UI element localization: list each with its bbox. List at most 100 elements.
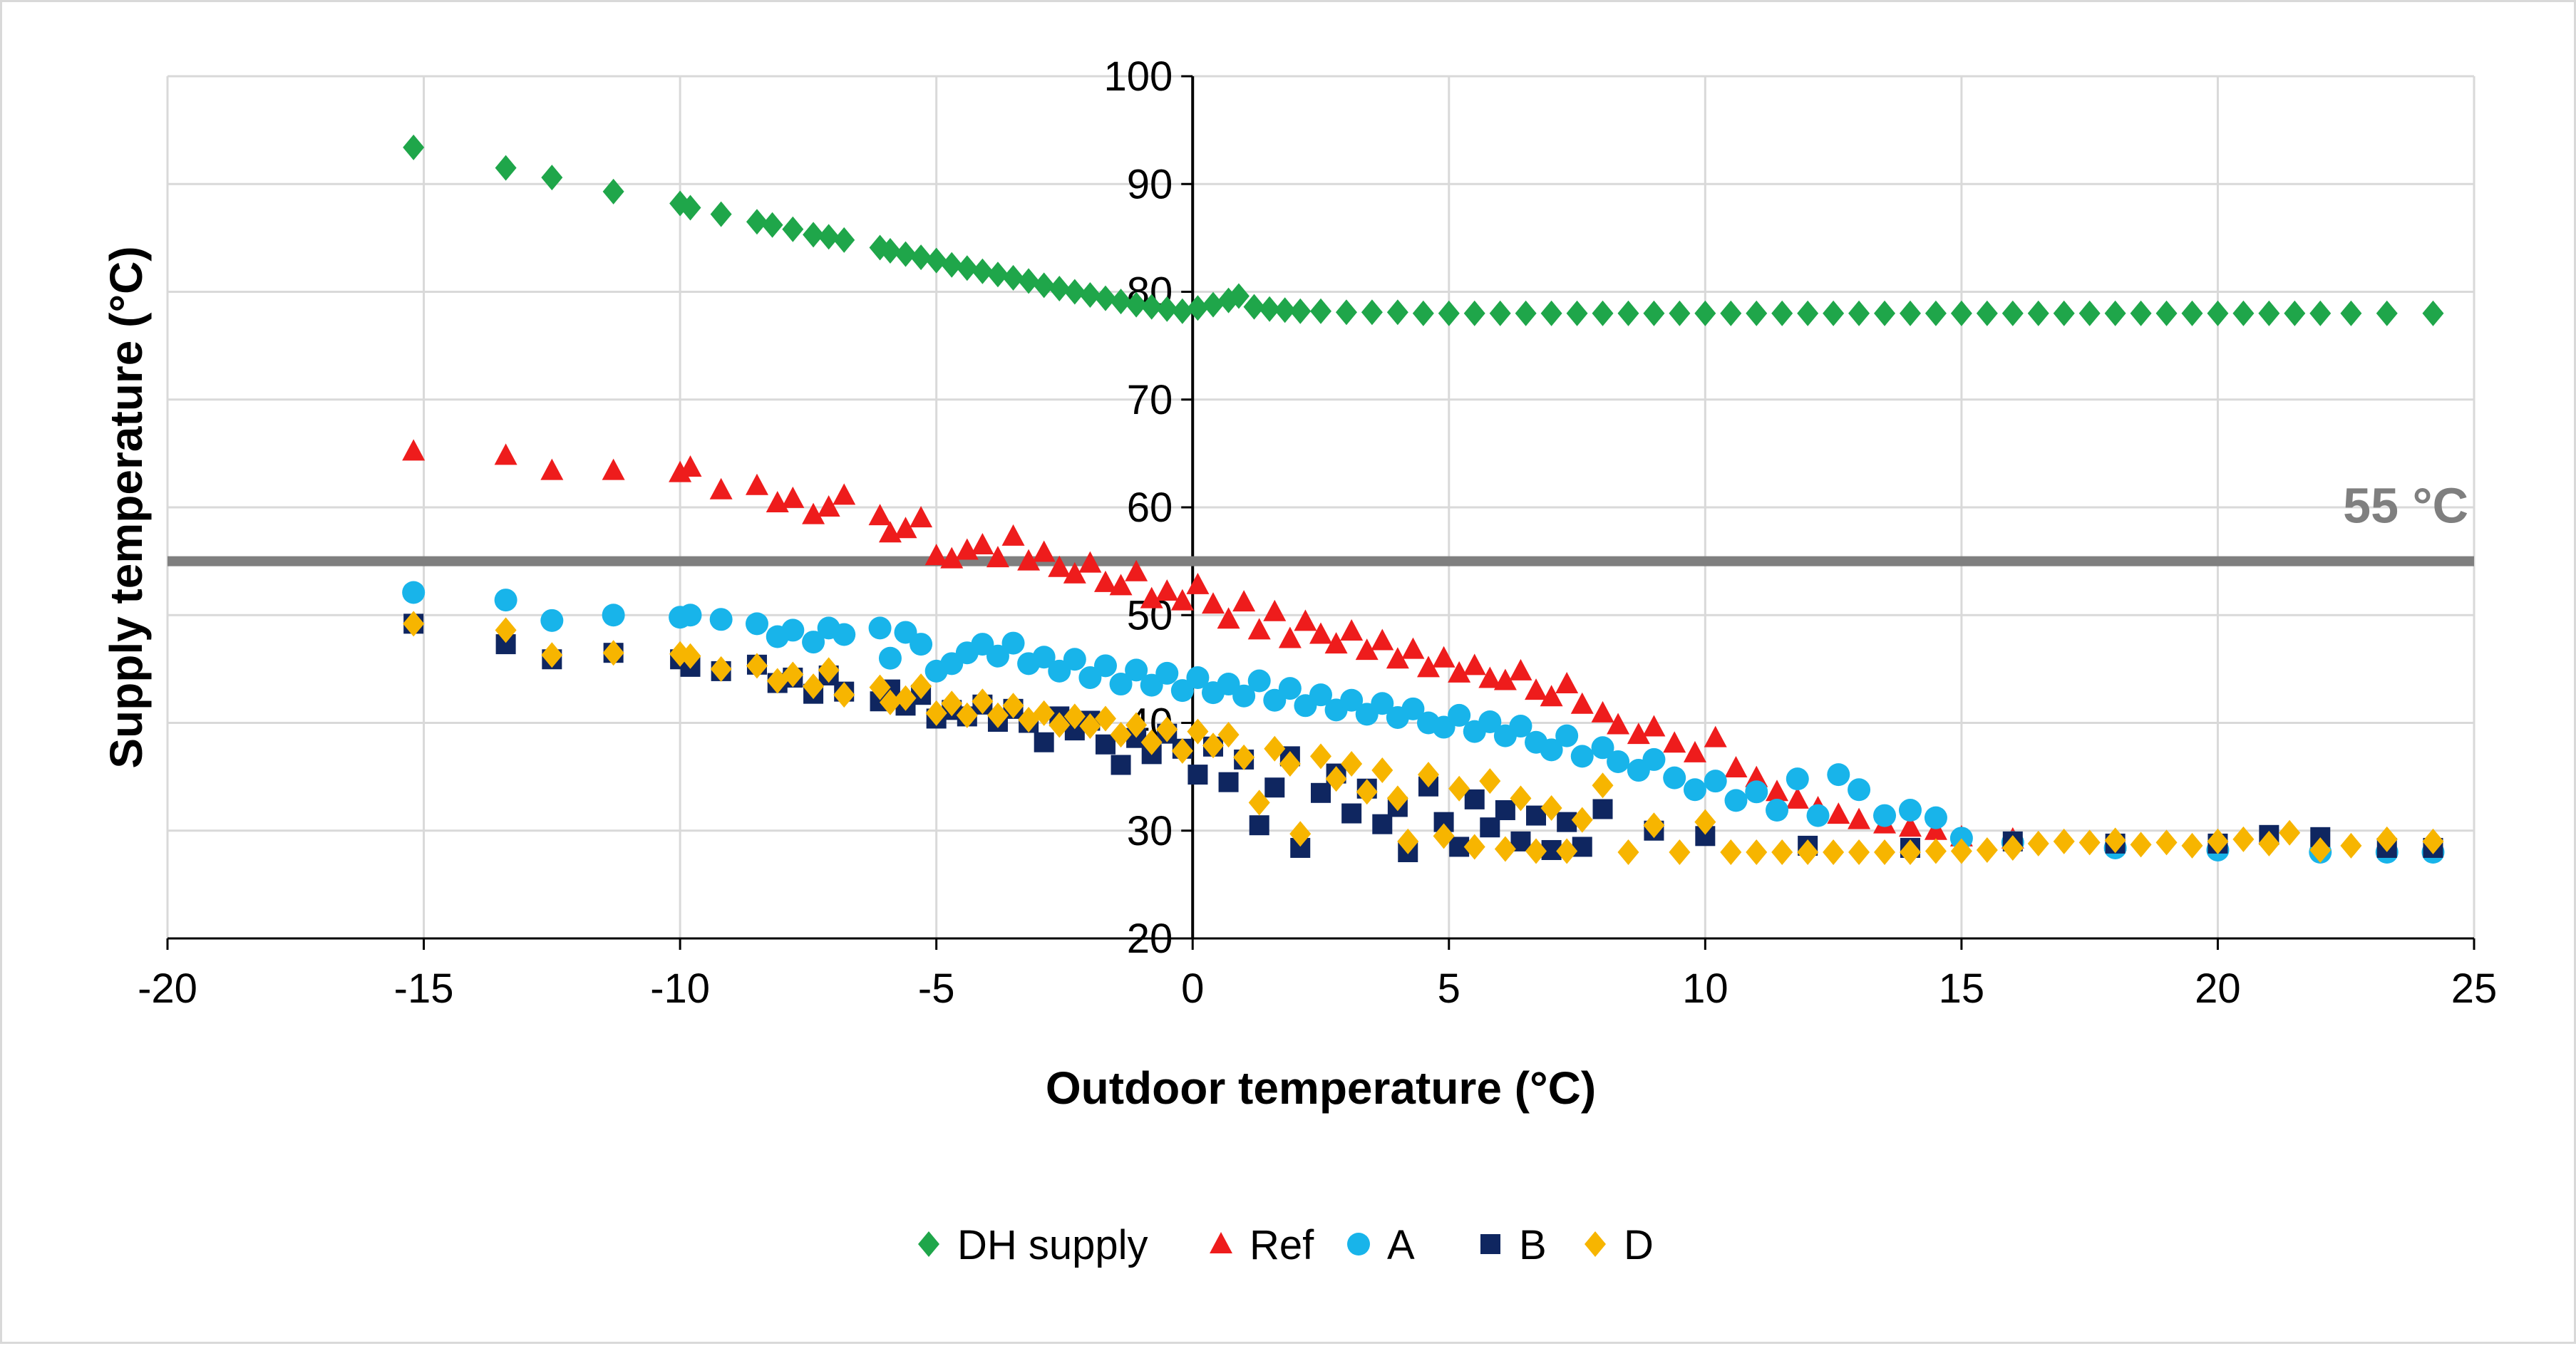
data-point <box>1063 279 1086 305</box>
data-point <box>1924 806 1947 829</box>
data-point <box>1874 300 1896 326</box>
data-point <box>1643 300 1665 326</box>
data-point <box>1745 765 1768 787</box>
data-point <box>1217 607 1240 629</box>
reference-line-label: 55 °C <box>2343 478 2468 534</box>
y-tick-label: 60 <box>1127 485 1173 531</box>
data-point <box>1170 679 1194 703</box>
data-point <box>1617 839 1639 865</box>
y-tick-label: 70 <box>1127 377 1173 423</box>
legend-marker <box>918 1231 939 1257</box>
data-point <box>1079 282 1101 309</box>
data-point <box>971 532 994 554</box>
data-point <box>710 201 732 227</box>
legend-marker <box>1585 1231 1606 1257</box>
legend-marker <box>1347 1233 1370 1256</box>
legend-label: B <box>1519 1222 1547 1268</box>
data-point <box>679 643 701 669</box>
data-point <box>1386 299 1408 326</box>
data-point <box>1232 684 1256 708</box>
data-point <box>1335 299 1357 326</box>
data-point <box>1489 300 1511 326</box>
data-point <box>1371 628 1394 651</box>
data-point <box>1248 790 1270 816</box>
data-point <box>1171 737 1193 764</box>
x-tick-label: 15 <box>1939 966 1985 1012</box>
data-point <box>1048 555 1071 577</box>
data-point <box>833 227 855 253</box>
data-point <box>1823 300 1845 326</box>
data-point <box>1187 295 1209 321</box>
data-point <box>1766 799 1789 822</box>
data-point <box>1509 715 1532 738</box>
data-point <box>941 252 963 278</box>
data-point <box>1049 712 1071 738</box>
data-point <box>1540 300 1562 326</box>
data-point <box>602 178 624 205</box>
data-point <box>2155 829 2178 856</box>
data-point <box>1187 718 1209 745</box>
data-point <box>1397 828 1419 854</box>
data-point <box>1259 296 1281 322</box>
x-axis-ticks: -20 -15 -10 -5 0 5 10 15 20 25 <box>138 938 2497 1012</box>
data-point <box>1797 300 1819 326</box>
data-point <box>2130 300 2152 326</box>
data-point <box>1925 300 1947 326</box>
data-point <box>1355 638 1379 661</box>
data-point <box>1310 298 1331 324</box>
data-point <box>1094 285 1116 311</box>
y-tick-label: 20 <box>1127 916 1173 962</box>
data-point <box>1848 778 1871 802</box>
data-point <box>669 460 692 482</box>
series-0 <box>403 134 2444 326</box>
data-point <box>1509 658 1532 680</box>
data-point <box>1125 712 1148 738</box>
data-point <box>869 674 891 700</box>
data-point <box>679 604 702 627</box>
data-point <box>895 685 917 711</box>
data-point <box>1592 772 1614 799</box>
data-point <box>1540 794 1562 821</box>
data-point <box>1925 838 1947 864</box>
data-point <box>833 682 855 708</box>
data-point <box>1873 804 1897 827</box>
data-point <box>2104 827 2126 854</box>
legend-item: A <box>1347 1222 1415 1268</box>
data-point <box>868 616 892 640</box>
data-point <box>1494 836 1516 862</box>
x-tick-label: -20 <box>138 966 197 1012</box>
legend-label: Ref <box>1250 1222 1314 1268</box>
data-point <box>1570 692 1594 714</box>
data-point <box>1063 561 1086 584</box>
legend-label: D <box>1624 1222 1654 1268</box>
data-point <box>1617 300 1639 326</box>
data-point <box>495 617 517 643</box>
data-point <box>1669 839 1691 865</box>
data-point <box>1033 272 1055 299</box>
data-point <box>972 688 994 715</box>
data-point <box>803 222 825 248</box>
data-point <box>910 244 932 271</box>
data-point <box>1278 626 1302 648</box>
data-point <box>1217 722 1240 748</box>
data-point <box>745 612 768 636</box>
data-point <box>1643 812 1665 839</box>
data-point <box>1309 683 1332 707</box>
data-point <box>2155 300 2178 326</box>
data-point <box>1002 693 1024 719</box>
legend-label: A <box>1387 1222 1415 1268</box>
data-point <box>1279 750 1301 777</box>
legend: DH supply Ref A B D <box>918 1222 1654 1268</box>
data-point <box>1607 750 1630 773</box>
data-point <box>1289 298 1312 324</box>
data-point <box>986 644 1009 668</box>
x-tick-label: 5 <box>1438 966 1460 1012</box>
data-point <box>1247 618 1271 640</box>
data-point <box>895 241 917 267</box>
data-point <box>1720 300 1742 326</box>
data-point <box>402 581 426 604</box>
data-point <box>1479 768 1501 794</box>
data-point <box>2181 832 2203 859</box>
